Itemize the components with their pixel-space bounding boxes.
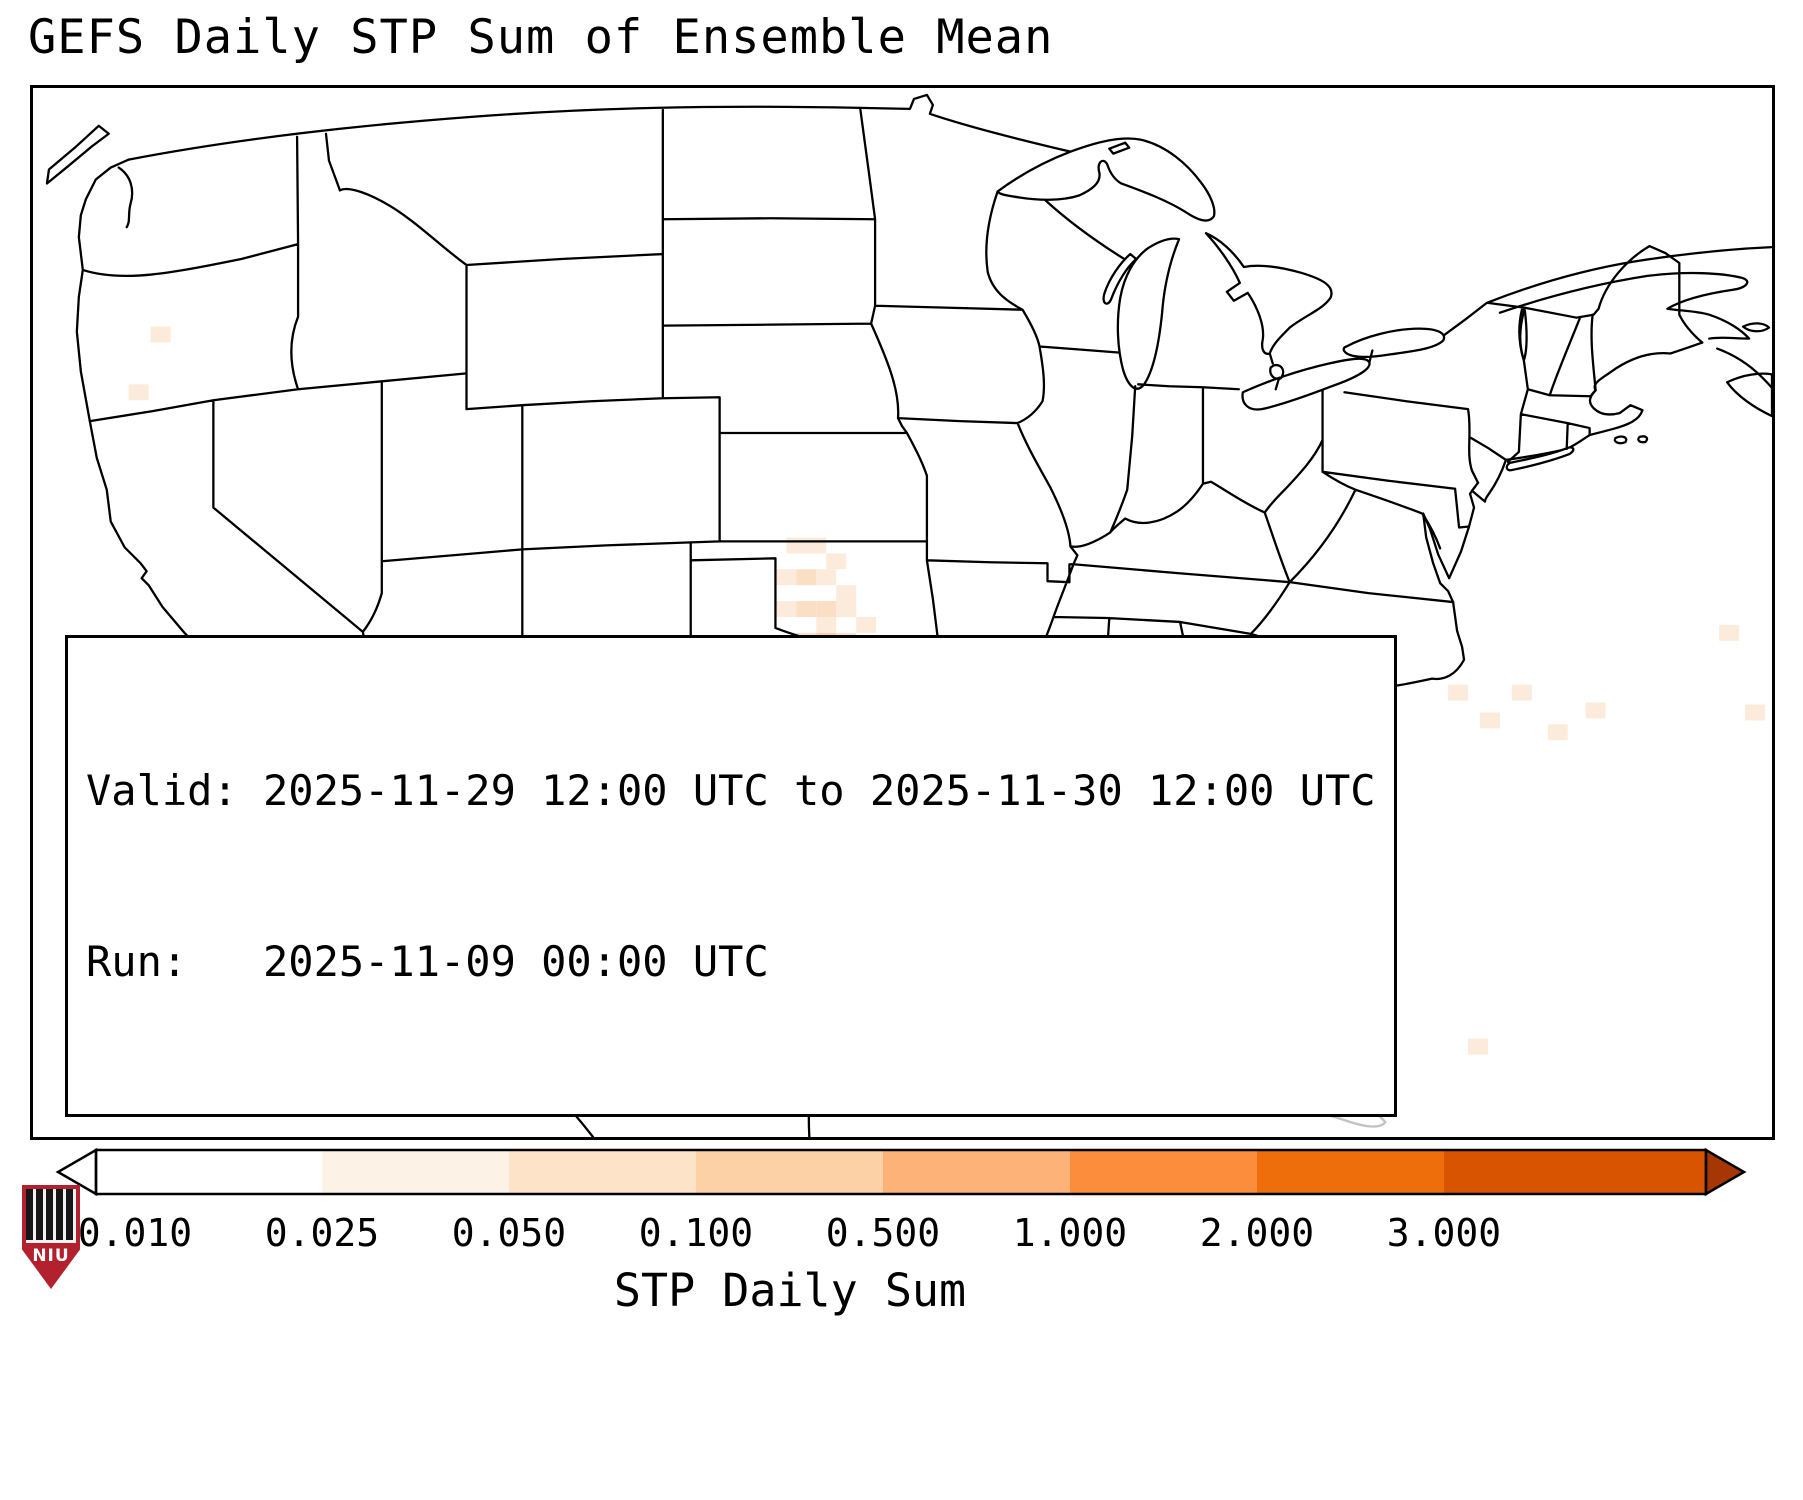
colorbar-segment <box>96 1150 135 1194</box>
colorbar-axis-label: STP Daily Sum <box>614 1264 966 1317</box>
colorbar-tick-label: 0.500 <box>826 1211 940 1255</box>
stp-grid-cell <box>816 569 837 586</box>
colorbar-segment <box>1444 1150 1706 1194</box>
colorbar-over-arrow <box>1704 1147 1747 1197</box>
colorbar-tick-label: 0.025 <box>265 1211 379 1255</box>
niu-logo: NIU <box>22 1185 80 1289</box>
colorbar-tick-label: 0.010 <box>78 1211 192 1255</box>
validity-info-box: Valid: 2025-11-29 12:00 UTC to 2025-11-3… <box>65 635 1397 1117</box>
stp-grid-cell <box>1480 712 1500 729</box>
colorbar-tick-label: 2.000 <box>1200 1211 1314 1255</box>
stp-grid-cell <box>786 537 807 554</box>
stp-grid-cell <box>1547 724 1568 741</box>
stp-grid-cell <box>1745 704 1766 721</box>
canada-border-path <box>45 93 1772 418</box>
stp-grid-cell <box>1468 1038 1488 1055</box>
stp-grid-cell <box>128 384 149 401</box>
run-time-text: Run: 2025-11-09 00:00 UTC <box>86 937 769 986</box>
stp-grid-cell <box>776 569 797 586</box>
colorbar-tick-labels: 0.010 0.025 0.050 0.100 0.500 1.000 2.000 3.000 <box>78 1211 1501 1255</box>
colorbar-segments <box>96 1150 1706 1194</box>
colorbar-segment <box>1070 1150 1257 1194</box>
map-frame: Valid: 2025-11-29 12:00 UTC to 2025-11-3… <box>30 85 1775 1140</box>
stp-grid-cell <box>796 569 817 586</box>
stp-grid-cell <box>816 616 837 633</box>
colorbar: 0.010 0.025 0.050 0.100 0.500 1.000 2.000 3.000… <box>55 1147 1747 1317</box>
stp-grid-cell <box>836 585 857 602</box>
colorbar-outline <box>94 1148 1708 1196</box>
colorbar-segment <box>883 1150 1070 1194</box>
colorbar-tick-label: 1.000 <box>1013 1211 1127 1255</box>
stp-grid-cell <box>1585 702 1606 719</box>
stp-grid-cell <box>856 616 877 633</box>
stp-grid-cell <box>816 601 837 617</box>
colorbar-segment <box>322 1150 509 1194</box>
colorbar-tick-label: 0.100 <box>639 1211 753 1255</box>
colorbar-segment <box>696 1150 883 1194</box>
stp-grid-cell <box>806 537 827 554</box>
stp-grid-cell <box>826 553 847 570</box>
stp-grid-cell <box>1448 684 1469 701</box>
colorbar-tick-label: 3.000 <box>1387 1211 1501 1255</box>
stp-grid-cell <box>150 326 171 343</box>
colorbar-segment <box>1257 1150 1444 1194</box>
stp-grid-cell <box>836 601 857 617</box>
page-title: GEFS Daily STP Sum of Ensemble Mean <box>28 10 1054 65</box>
niu-columns-icon <box>26 1189 76 1243</box>
colorbar-segment <box>509 1150 696 1194</box>
stp-grid-cell <box>796 601 817 617</box>
niu-shield-icon: NIU <box>22 1185 80 1289</box>
valid-time-text: Valid: 2025-11-29 12:00 UTC to 2025-11-3… <box>86 766 1376 815</box>
niu-logo-text: NIU <box>32 1245 70 1266</box>
stp-grid-cell <box>776 601 797 617</box>
stp-grid-cell <box>1511 684 1532 701</box>
colorbar-tick-label: 0.050 <box>452 1211 566 1255</box>
stp-grid-cell <box>1719 624 1740 641</box>
colorbar-segment <box>135 1150 322 1194</box>
